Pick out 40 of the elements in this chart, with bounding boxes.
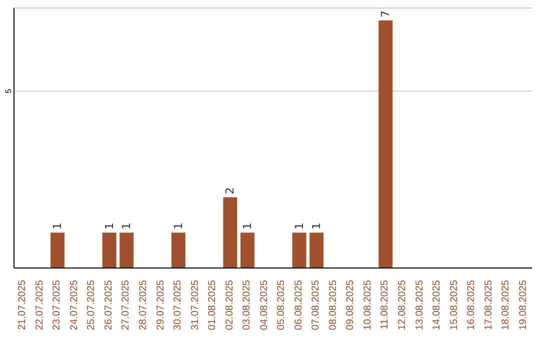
x-tick-label: 10.08.2025 bbox=[362, 280, 374, 330]
x-tick-label: 21.07.2025 bbox=[17, 280, 28, 330]
x-tick-label: 03.08.2025 bbox=[242, 280, 253, 330]
x-tick-label: 28.07.2025 bbox=[138, 280, 149, 330]
x-tick-label: 29.07.2025 bbox=[155, 280, 166, 330]
x-tick-label: 06.08.2025 bbox=[293, 280, 304, 330]
data-label: 2 bbox=[224, 187, 237, 194]
x-tick-label: 25.07.2025 bbox=[86, 280, 98, 330]
data-label: 1 bbox=[310, 222, 324, 230]
x-tick-label: 02.08.2025 bbox=[224, 280, 236, 330]
x-tick-label: 24.07.2025 bbox=[68, 280, 80, 330]
x-tick-label: 15.08.2025 bbox=[448, 280, 460, 330]
x-tick-label: 31.07.2025 bbox=[190, 280, 201, 330]
y-tick-label: 5 bbox=[4, 88, 13, 94]
x-tick-label: 07.08.2025 bbox=[310, 280, 322, 330]
x-tick-label: 22.07.2025 bbox=[34, 280, 46, 330]
x-tick-label: 30.07.2025 bbox=[172, 280, 184, 330]
data-label: 1 bbox=[120, 222, 134, 230]
x-tick-label: 23.07.2025 bbox=[52, 280, 63, 330]
x-tick-label: 11.08.2025 bbox=[380, 280, 391, 330]
x-tick-label: 08.08.2025 bbox=[328, 280, 339, 330]
data-label: 1 bbox=[172, 222, 185, 230]
x-tick-label: 16.08.2025 bbox=[466, 280, 478, 330]
x-tick-label: 12.08.2025 bbox=[397, 280, 408, 330]
data-label: 1 bbox=[292, 222, 306, 230]
x-tick-label: 18.08.2025 bbox=[500, 280, 512, 330]
x-tick-label: 19.08.2025 bbox=[518, 280, 529, 330]
data-label: 1 bbox=[51, 222, 64, 230]
x-tick-label: 01.08.2025 bbox=[207, 280, 218, 330]
data-label: 7 bbox=[379, 10, 392, 18]
data-label: 1 bbox=[102, 222, 116, 230]
x-tick-label: 13.08.2025 bbox=[414, 280, 426, 330]
x-tick-label: 26.07.2025 bbox=[103, 280, 114, 330]
x-tick-label: 17.08.2025 bbox=[483, 280, 494, 330]
x-tick-label: 04.08.2025 bbox=[258, 280, 270, 330]
x-tick-label: 27.07.2025 bbox=[120, 280, 132, 330]
x-tick-label: 05.08.2025 bbox=[276, 280, 288, 330]
x-tick-label: 14.08.2025 bbox=[432, 280, 443, 330]
x-tick-label: 09.08.2025 bbox=[345, 280, 356, 330]
data-label: 1 bbox=[240, 222, 254, 230]
